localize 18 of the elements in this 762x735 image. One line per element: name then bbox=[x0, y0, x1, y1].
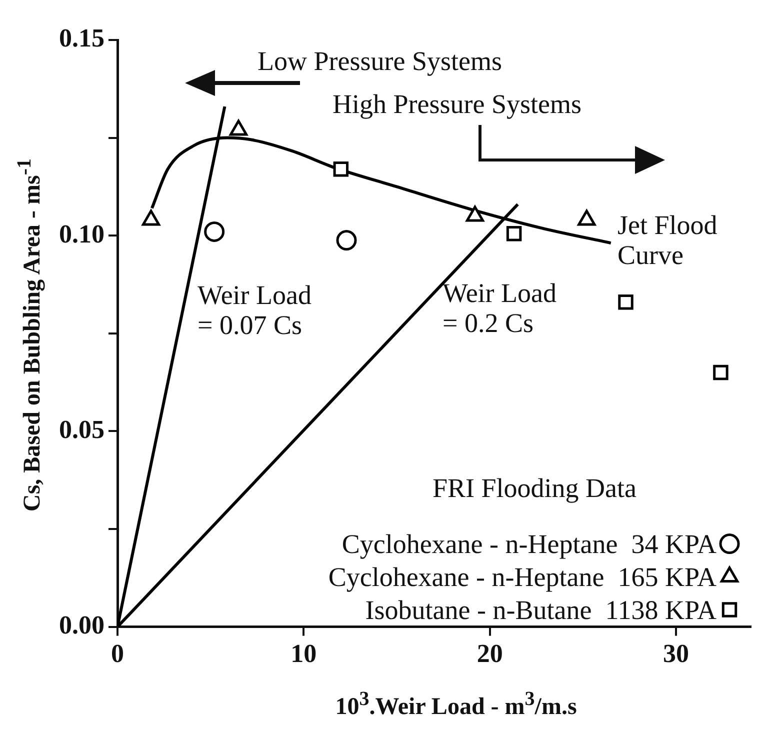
annotation: Weir Load = 0.07 Cs bbox=[198, 280, 312, 340]
y-tick-label: 0.05 bbox=[59, 414, 104, 444]
legend-label: Isobutane - n-Butane 1138 KPA bbox=[365, 594, 717, 625]
x-tick-label: 20 bbox=[476, 639, 503, 668]
annotation: Low Pressure Systems bbox=[258, 46, 502, 76]
legend-title: FRI Flooding Data bbox=[432, 472, 637, 503]
x-tick-label: 10 bbox=[290, 639, 317, 668]
x-axis-title: 10$^{3}$.Weir Load - m$^{3}$/m.s bbox=[334, 688, 578, 721]
x-tick-label: 30 bbox=[663, 639, 690, 668]
legend-label: Cyclohexane - n-Heptane 34 KPA bbox=[342, 528, 717, 559]
x-tick-label: 0 bbox=[111, 639, 124, 668]
y-tick-label: 0.15 bbox=[59, 24, 104, 53]
y-tick-label: 0.00 bbox=[59, 610, 104, 640]
legend-label: Cyclohexane - n-Heptane 165 KPA bbox=[328, 562, 717, 592]
annotation: High Pressure Systems bbox=[332, 89, 582, 119]
annotation: Weir Load = 0.2 Cs bbox=[442, 278, 558, 338]
y-tick-label: 0.10 bbox=[59, 219, 104, 248]
annotation: Jet Flood Curve bbox=[618, 210, 718, 270]
